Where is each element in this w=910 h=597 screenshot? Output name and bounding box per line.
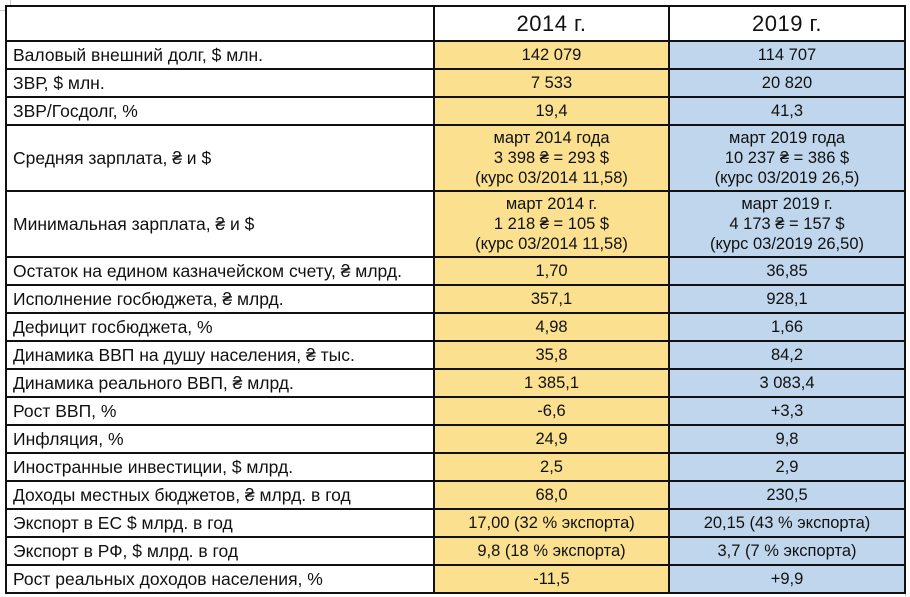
value-2019-cell: март 2019 г. 4 173 ₴ = 157 $ (курс 03/20… <box>668 190 906 258</box>
value-2014-cell: март 2014 г. 1 218 ₴ = 105 $ (курс 03/20… <box>433 190 670 258</box>
table-row: Динамика ВВП на душу населения, ₴ тыс. 35… <box>5 340 906 370</box>
value-2019-cell: 20,15 (43 % экспорта) <box>668 508 906 538</box>
row-label: Динамика ВВП на душу населения, ₴ тыс. <box>5 340 435 370</box>
value-2019-cell: 3 083,4 <box>668 368 906 398</box>
table-row: Остаток на едином казначейском счету, ₴ … <box>5 256 906 286</box>
value-2014-cell: 2,5 <box>433 452 670 482</box>
column-header-2014: 2014 г. <box>433 5 670 42</box>
table-row: Дефицит госбюджета, % 4,98 1,66 <box>5 312 906 342</box>
table-row: Иностранные инвестиции, $ млрд. 2,5 2,9 <box>5 452 906 482</box>
value-2019-cell: 41,3 <box>668 96 906 126</box>
value-2019-cell: 36,85 <box>668 256 906 286</box>
table-row: Инфляция, % 24,9 9,8 <box>5 424 906 454</box>
table-row: Рост реальных доходов населения, % -11,5 +… <box>5 564 906 594</box>
value-2019-cell: 928,1 <box>668 284 906 314</box>
value-2014-cell: -6,6 <box>433 396 670 426</box>
row-label: Средняя зарплата, ₴ и $ <box>5 124 435 192</box>
row-label: Исполнение госбюджета, ₴ млрд. <box>5 284 435 314</box>
table-row: Динамика реального ВВП, ₴ млрд. 1 385,1 3 … <box>5 368 906 398</box>
table-row: Экспорт в ЕС $ млрд. в год 17,00 (32 % эк… <box>5 508 906 538</box>
header-row: 2014 г. 2019 г. <box>5 5 906 42</box>
row-label: Минимальная зарплата, ₴ и $ <box>5 190 435 258</box>
row-label: Динамика реального ВВП, ₴ млрд. <box>5 368 435 398</box>
value-2014-cell: март 2014 года 3 398 ₴ = 293 $ (курс 03/… <box>433 124 670 192</box>
table-row: Средняя зарплата, ₴ и $ март 2014 года 3 … <box>5 124 906 192</box>
value-2014-cell: 68,0 <box>433 480 670 510</box>
table-row: Рост ВВП, % -6,6 +3,3 <box>5 396 906 426</box>
row-label: Инфляция, % <box>5 424 435 454</box>
value-2014-cell: -11,5 <box>433 564 670 594</box>
row-label: Иностранные инвестиции, $ млрд. <box>5 452 435 482</box>
table-body: Валовый внешний долг, $ млн. 142 079 114 7… <box>5 40 906 594</box>
table-row: Экспорт в РФ, $ млрд. в год 9,8 (18 % экс… <box>5 536 906 566</box>
row-label: Валовый внешний долг, $ млн. <box>5 40 435 70</box>
value-2014-cell: 1,70 <box>433 256 670 286</box>
value-2019-cell: +3,3 <box>668 396 906 426</box>
comparison-table-wrap: 2014 г. 2019 г. Валовый внешний долг, $ … <box>5 5 906 594</box>
column-header-2019: 2019 г. <box>668 5 906 42</box>
comparison-table: 2014 г. 2019 г. Валовый внешний долг, $ … <box>5 5 906 594</box>
value-2014-cell: 35,8 <box>433 340 670 370</box>
value-2019-cell: 84,2 <box>668 340 906 370</box>
row-label: Экспорт в РФ, $ млрд. в год <box>5 536 435 566</box>
value-2019-cell: 114 707 <box>668 40 906 70</box>
value-2014-cell: 4,98 <box>433 312 670 342</box>
table-row: Доходы местных бюджетов, ₴ млрд. в год 68… <box>5 480 906 510</box>
value-2014-cell: 24,9 <box>433 424 670 454</box>
value-2014-cell: 1 385,1 <box>433 368 670 398</box>
row-label: ЗВР, $ млн. <box>5 68 435 98</box>
row-label: Рост реальных доходов населения, % <box>5 564 435 594</box>
row-label: Экспорт в ЕС $ млрд. в год <box>5 508 435 538</box>
value-2014-cell: 7 533 <box>433 68 670 98</box>
table-row: Исполнение госбюджета, ₴ млрд. 357,1 928,1 <box>5 284 906 314</box>
value-2014-cell: 9,8 (18 % экспорта) <box>433 536 670 566</box>
corner-header-cell <box>5 5 435 42</box>
value-2019-cell: 20 820 <box>668 68 906 98</box>
row-label: Рост ВВП, % <box>5 396 435 426</box>
table-row: ЗВР/Госдолг, % 19,4 41,3 <box>5 96 906 126</box>
value-2014-cell: 357,1 <box>433 284 670 314</box>
table-row: Минимальная зарплата, ₴ и $ март 2014 г. … <box>5 190 906 258</box>
value-2019-cell: +9,9 <box>668 564 906 594</box>
value-2014-cell: 142 079 <box>433 40 670 70</box>
value-2014-cell: 17,00 (32 % экспорта) <box>433 508 670 538</box>
value-2014-cell: 19,4 <box>433 96 670 126</box>
table-row: Валовый внешний долг, $ млн. 142 079 114 7… <box>5 40 906 70</box>
value-2019-cell: 2,9 <box>668 452 906 482</box>
row-label: ЗВР/Госдолг, % <box>5 96 435 126</box>
value-2019-cell: 230,5 <box>668 480 906 510</box>
value-2019-cell: 1,66 <box>668 312 906 342</box>
value-2019-cell: март 2019 года 10 237 ₴ = 386 $ (курс 03… <box>668 124 906 192</box>
row-label: Остаток на едином казначейском счету, ₴ … <box>5 256 435 286</box>
value-2019-cell: 9,8 <box>668 424 906 454</box>
value-2019-cell: 3,7 (7 % экспорта) <box>668 536 906 566</box>
row-label: Доходы местных бюджетов, ₴ млрд. в год <box>5 480 435 510</box>
row-label: Дефицит госбюджета, % <box>5 312 435 342</box>
table-row: ЗВР, $ млн. 7 533 20 820 <box>5 68 906 98</box>
